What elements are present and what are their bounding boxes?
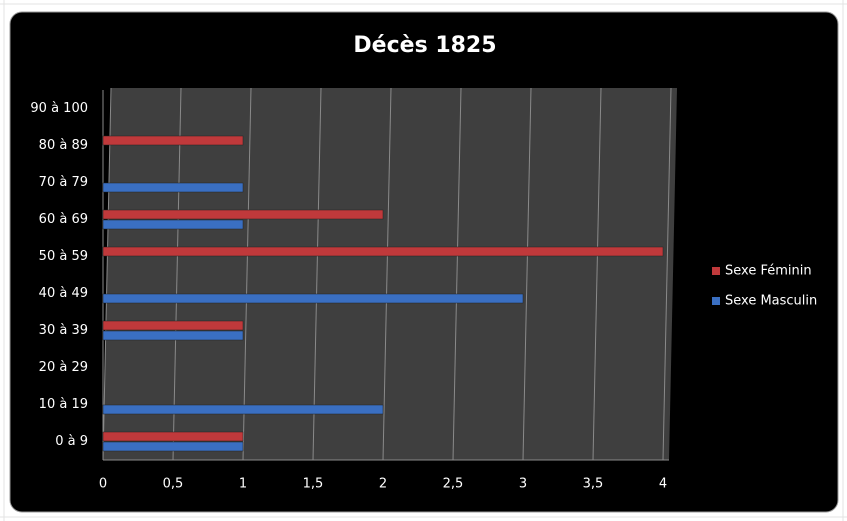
x-tick-label: 4 <box>659 477 667 492</box>
y-tick-label: 30 à 39 <box>39 323 88 338</box>
grid-line <box>102 87 112 461</box>
bar <box>102 293 524 304</box>
bar <box>102 441 244 452</box>
grid-line <box>312 87 322 461</box>
x-tick-label: 2,5 <box>443 477 464 492</box>
bar <box>102 330 244 341</box>
plot-area <box>103 88 677 460</box>
bar <box>102 209 384 220</box>
grid-line <box>592 87 602 461</box>
x-tick-label: 3 <box>519 477 527 492</box>
x-tick-label: 0,5 <box>163 477 184 492</box>
legend-marker <box>712 267 720 275</box>
y-tick-label: 50 à 59 <box>39 249 88 264</box>
bar <box>102 404 384 415</box>
legend-label: Sexe Féminin <box>725 264 812 279</box>
x-tick-label: 3,5 <box>583 477 604 492</box>
x-tick-label: 1 <box>239 477 247 492</box>
bar <box>102 182 244 193</box>
grid-line <box>242 87 252 461</box>
x-tick-label: 2 <box>379 477 387 492</box>
y-tick-label: 40 à 49 <box>39 286 88 301</box>
bar <box>102 219 244 230</box>
x-tick-label: 0 <box>99 477 107 492</box>
y-tick-label: 70 à 79 <box>39 175 88 190</box>
y-tick-label: 0 à 9 <box>55 434 88 449</box>
grid-line <box>452 87 462 461</box>
bar <box>102 246 664 257</box>
bar <box>102 431 244 442</box>
y-tick-label: 60 à 69 <box>39 212 88 227</box>
y-tick-label: 10 à 19 <box>39 397 88 412</box>
y-tick-label: 90 à 100 <box>30 101 88 116</box>
grid-line <box>522 87 532 461</box>
bar <box>102 135 244 146</box>
grid-line <box>382 87 392 461</box>
chart-title: Décès 1825 <box>353 33 496 58</box>
y-tick-label: 80 à 89 <box>39 138 88 153</box>
x-tick-label: 1,5 <box>303 477 324 492</box>
grid-line <box>172 87 182 461</box>
legend-marker <box>712 297 720 305</box>
grid-line <box>662 87 672 461</box>
y-tick-label: 20 à 29 <box>39 360 88 375</box>
legend-label: Sexe Masculin <box>725 294 817 309</box>
bar <box>102 320 244 331</box>
